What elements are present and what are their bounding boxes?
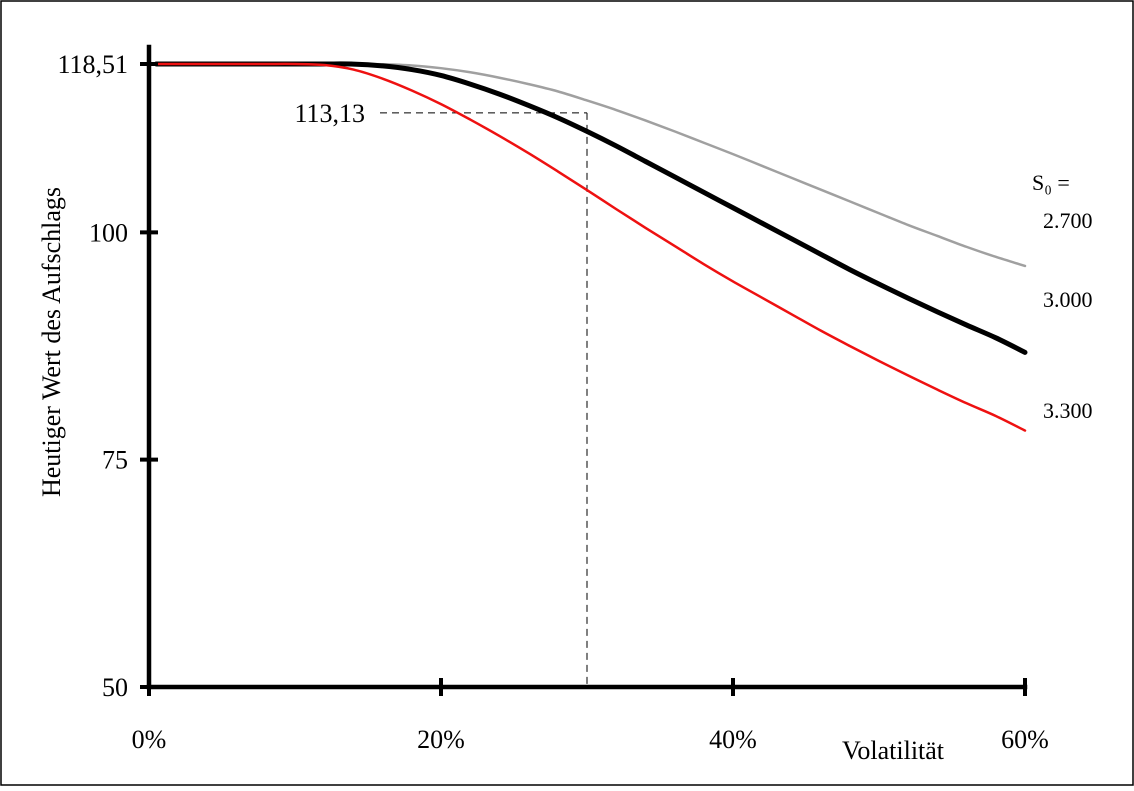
series-label-2: 3.300 — [1043, 398, 1093, 423]
x-tick-label-1: 20% — [417, 725, 465, 754]
x-tick-label-0: 0% — [132, 725, 167, 754]
y-axis-title: Heutiger Wert des Aufschlags — [37, 187, 66, 497]
y-tick-label-3: 118,51 — [57, 50, 128, 79]
x-tick-label-3: 60% — [1001, 725, 1049, 754]
annotation-label-0: 113,13 — [294, 99, 365, 128]
legend-title: S₀ = — [1032, 170, 1070, 195]
x-tick-label-2: 40% — [709, 725, 757, 754]
series-label-0: 2.700 — [1043, 208, 1093, 233]
y-tick-label-0: 50 — [102, 673, 128, 702]
series-label-1: 3.000 — [1043, 287, 1093, 312]
series-group — [153, 61, 1028, 432]
labels-group: 113,13 2.700 3.000 3.300 S₀ = 50 75 100 118,51 0%… — [57, 50, 1092, 754]
y-tick-label-1: 75 — [102, 446, 128, 475]
series-line-2 — [155, 62, 1027, 432]
axes-group — [140, 44, 1028, 696]
y-tick-label-2: 100 — [89, 218, 128, 247]
x-axis-title: Volatilität — [842, 736, 945, 765]
